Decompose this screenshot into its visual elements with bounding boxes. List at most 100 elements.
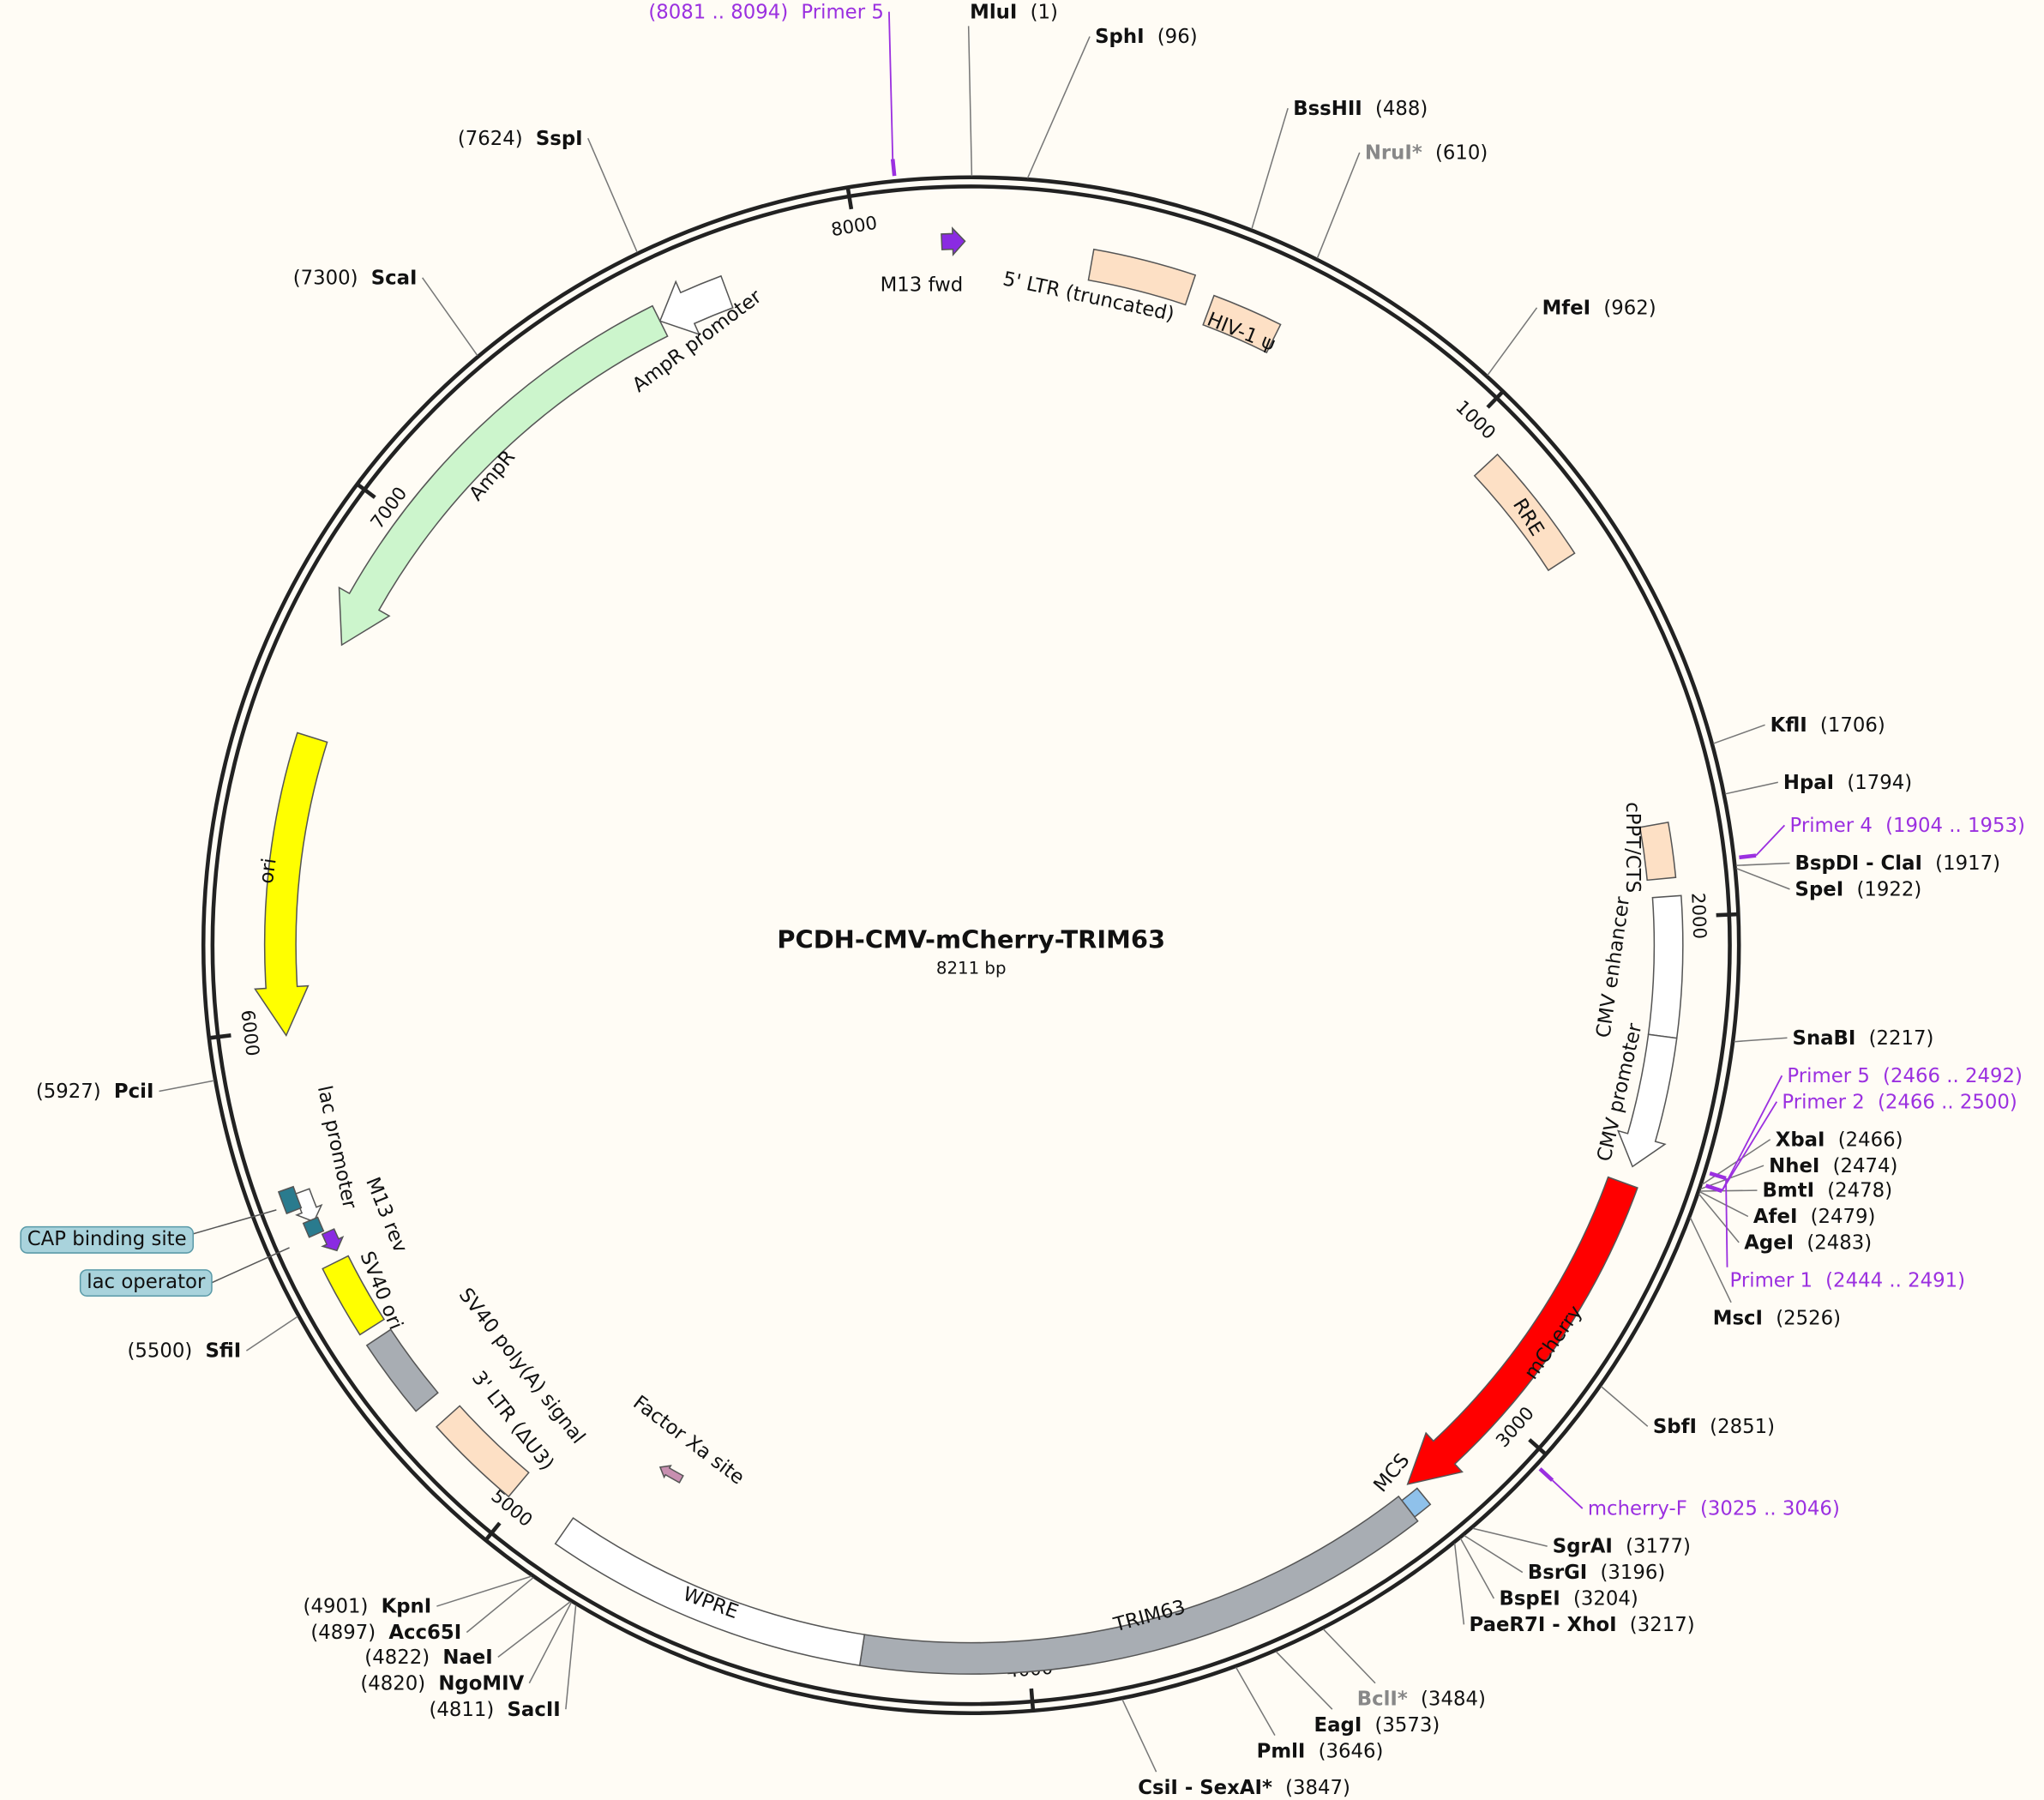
site-position: (3847)	[1285, 1777, 1350, 1799]
site-label: (7624) SspI	[458, 128, 583, 150]
site-leader	[1689, 1217, 1732, 1303]
site-label: SpeI (1922)	[1795, 878, 1922, 900]
site-label: NruI* (610)	[1365, 141, 1488, 164]
site-position: (3196)	[1600, 1562, 1665, 1584]
site-leader	[159, 1080, 214, 1093]
feature-arrow	[322, 1255, 386, 1336]
site-name: SpeI	[1795, 878, 1844, 900]
site-position: (3217)	[1630, 1614, 1695, 1636]
site-leader	[1026, 36, 1091, 178]
feature-arrow	[1406, 1176, 1638, 1485]
site-position: (3204)	[1573, 1588, 1638, 1610]
site-name: Primer 5	[801, 1, 883, 23]
site-position: (4822)	[364, 1646, 430, 1669]
site-label: Primer 5 (2466 .. 2492)	[1787, 1065, 2022, 1087]
feature-arrow	[1616, 1033, 1678, 1168]
site-label: (4897) Acc65I	[310, 1622, 461, 1644]
site-position: (1)	[1031, 1, 1058, 23]
plasmid-length: 8211 bp	[936, 959, 1007, 978]
site-label: KflI (1706)	[1770, 714, 1885, 737]
site-leader	[1464, 1535, 1524, 1574]
primer-leader	[1721, 1075, 1783, 1192]
primer-leader	[1721, 1101, 1778, 1192]
site-position: (3177)	[1626, 1536, 1691, 1558]
site-position: (610)	[1435, 141, 1488, 164]
site-label: PaeR7I - XhoI (3217)	[1469, 1614, 1694, 1636]
site-position: (8081 .. 8094)	[648, 1, 788, 23]
site-leader	[1459, 1538, 1495, 1599]
site-name: SnaBI	[1793, 1027, 1856, 1050]
site-leader	[1734, 1037, 1788, 1043]
site-position: (2466 .. 2500)	[1878, 1091, 2017, 1113]
site-position: (2478)	[1827, 1180, 1892, 1202]
feature-arrow	[1647, 894, 1684, 1039]
site-name: HpaI	[1783, 772, 1834, 794]
site-position: (488)	[1375, 98, 1428, 120]
site-position: (2466)	[1838, 1129, 1903, 1151]
primer-leader	[1551, 1479, 1584, 1509]
site-leader	[587, 137, 638, 253]
site-position: (2851)	[1710, 1416, 1775, 1438]
primer-site	[1709, 1171, 1727, 1181]
site-name: BmtI	[1763, 1180, 1815, 1202]
site-name: SspI	[536, 128, 583, 150]
site-label: CsiI - SexAI* (3847)	[1138, 1777, 1350, 1799]
feature-arrow	[658, 1465, 684, 1484]
site-leader	[1275, 1651, 1333, 1710]
site-name: SphI	[1095, 26, 1144, 48]
site-label: Primer 2 (2466 .. 2500)	[1782, 1091, 2017, 1113]
site-name: MluI	[970, 1, 1017, 23]
feature-arrow	[1087, 248, 1197, 306]
site-position: (3646)	[1319, 1740, 1384, 1762]
site-leader	[1316, 152, 1361, 259]
site-leader	[422, 277, 478, 356]
feature-arrow	[1202, 294, 1282, 354]
site-leader	[1699, 1189, 1758, 1192]
backbone-outer	[201, 175, 1741, 1716]
site-label: SnaBI (2217)	[1793, 1027, 1934, 1050]
site-position: (4820)	[360, 1672, 425, 1695]
site-leader	[1725, 781, 1778, 795]
primer-leader	[1755, 824, 1786, 857]
primer-site	[1704, 1183, 1723, 1193]
feature-label-box	[79, 1269, 213, 1297]
site-leader	[1235, 1667, 1276, 1736]
site-name: Primer 5	[1787, 1065, 1869, 1087]
scale-tick-label: 6000	[236, 1008, 262, 1057]
feature-label-box	[20, 1225, 195, 1254]
site-label: mcherry-F (3025 .. 3046)	[1588, 1498, 1840, 1520]
scale-tick-label: 2000	[1686, 892, 1710, 939]
site-label: PmlI (3646)	[1257, 1740, 1384, 1762]
scale-tick	[1486, 389, 1505, 409]
scale-tick	[1716, 912, 1739, 918]
feature-arrow	[321, 1228, 345, 1252]
site-label: (4811) SacII	[429, 1699, 560, 1721]
feature-label: cPPT/CTS	[1621, 802, 1644, 893]
site-label: Primer 1 (2444 .. 2491)	[1730, 1270, 1965, 1292]
primer-leader	[1725, 1177, 1728, 1267]
plasmid-title: PCDH-CMV-mCherry-TRIM63	[777, 924, 1165, 954]
site-position: (5927)	[36, 1081, 101, 1103]
feature-arrow	[1638, 822, 1677, 882]
site-label: MscI (2526)	[1713, 1308, 1841, 1330]
site-leader	[1121, 1699, 1157, 1773]
feature-label: M13 fwd	[881, 274, 964, 296]
site-label: AfeI (2479)	[1753, 1206, 1876, 1228]
site-name: BspDI - ClaI	[1795, 852, 1922, 875]
site-name: Acc65I	[388, 1622, 461, 1644]
scale-tick	[1528, 1438, 1548, 1456]
site-leader	[466, 1577, 534, 1634]
site-name: Primer 4	[1789, 815, 1872, 837]
site-leader	[1251, 107, 1289, 230]
site-name: Primer 1	[1730, 1270, 1813, 1292]
site-name: KflI	[1770, 714, 1807, 737]
site-position: (1922)	[1856, 878, 1921, 900]
site-name: mcherry-F	[1588, 1498, 1687, 1520]
site-position: (1917)	[1935, 852, 2000, 875]
site-leader	[528, 1602, 573, 1684]
site-label: HpaI (1794)	[1783, 772, 1912, 794]
site-leader	[1487, 307, 1538, 376]
site-position: (3573)	[1375, 1714, 1440, 1737]
site-position: (1794)	[1847, 772, 1912, 794]
site-position: (2217)	[1869, 1027, 1934, 1050]
